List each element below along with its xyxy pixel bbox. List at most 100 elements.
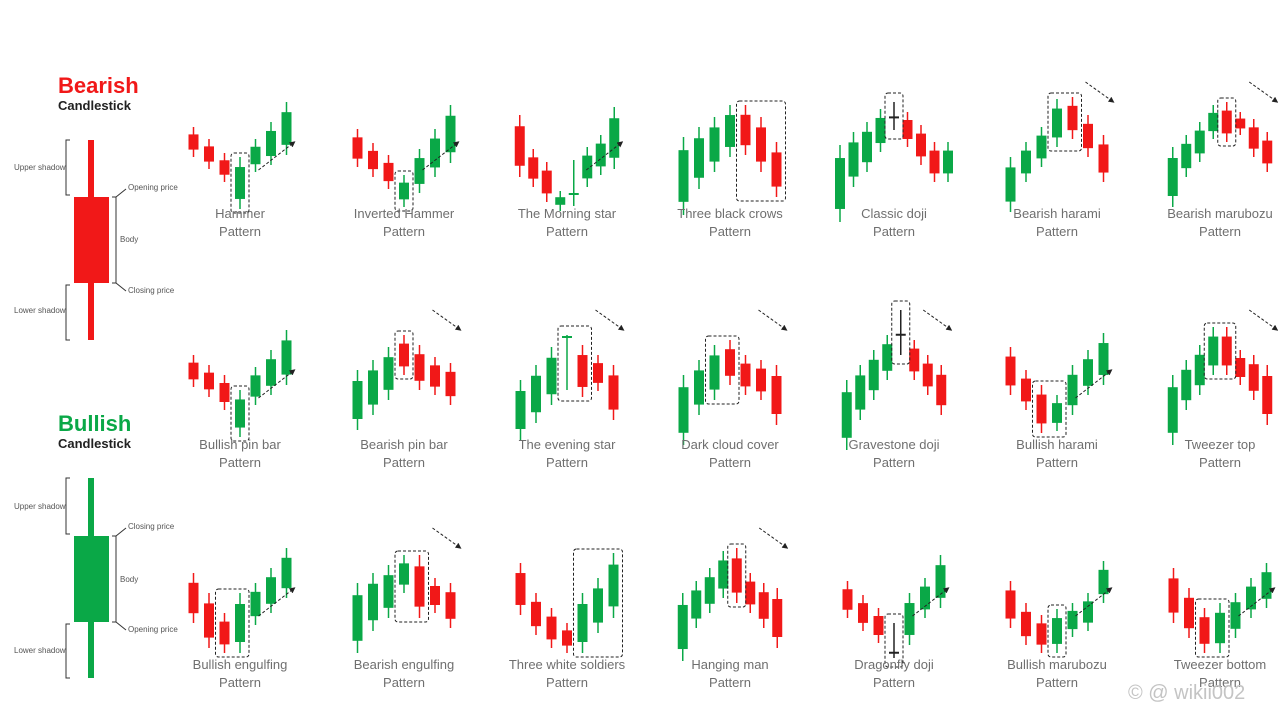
hanging-man-candle-body [718, 560, 729, 589]
pattern-label: Hammer Pattern [160, 205, 320, 241]
bullish-lower-shadow-label: Lower shadow [14, 646, 66, 655]
dark-cloud-cover-candle-body [709, 355, 720, 390]
pattern-name: Tweezer bottom [1173, 657, 1267, 672]
pattern-name: The evening star [518, 437, 616, 452]
pattern-name: Hammer [215, 206, 265, 221]
tweezer-top-candle-body [1221, 336, 1232, 366]
bullish-anatomy-lower-brace [65, 623, 70, 679]
bullish-pin-bar-candle-body [266, 359, 276, 386]
dark-cloud-cover-candle-body [725, 349, 735, 376]
dragonfly-doji-trend-arrow [912, 587, 950, 617]
three-black-crows-candle-body [771, 152, 782, 187]
pattern-label: The evening star Pattern [487, 436, 647, 472]
the-evening-star-candle-body [546, 357, 557, 395]
tweezer-bottom-candle-body [1199, 617, 1210, 644]
bearish-harami-trend-arrow [1085, 81, 1115, 103]
bearish-pin-bar-candle-body [414, 354, 425, 381]
three-black-crows-highlight-box [736, 100, 786, 202]
bearish-lower-shadow-label: Lower shadow [14, 306, 66, 315]
hammer-candle-body [235, 167, 245, 199]
classic-doji-candle-body [929, 150, 940, 174]
the-morning-star-candle-body [514, 126, 525, 166]
pattern-name: Bearish harami [1013, 206, 1101, 221]
pattern-name: Hanging man [691, 657, 769, 672]
hammer-trend-arrow [258, 141, 296, 171]
pattern-subtitle: Pattern [1036, 675, 1078, 690]
bearish-harami-candle-body [1052, 108, 1062, 138]
hanging-man-candle-body [772, 599, 783, 637]
inverted-hammer-candle-body [430, 138, 440, 168]
hanging-man-highlight-box [727, 543, 747, 608]
bullish-pin-bar-candle-body [188, 362, 199, 380]
bearish-harami-highlight-box [1047, 92, 1082, 152]
hanging-man-candle-body [677, 604, 688, 650]
the-evening-star-trend-arrow [595, 309, 625, 331]
bullish-body-label: Body [120, 575, 139, 584]
bullish-title: Bullish [58, 411, 132, 436]
pattern-name: Tweezer top [1184, 437, 1256, 452]
bearish-subtitle: Candlestick [58, 98, 131, 113]
the-evening-star-candle-body [593, 363, 603, 383]
pattern-subtitle: Pattern [1199, 675, 1241, 690]
gravestone-doji-highlight-box [891, 300, 911, 365]
bearish-anatomy-lower-brace [65, 284, 70, 341]
the-morning-star-candle-body [595, 143, 606, 167]
bullish-engulfing-candle-body [219, 621, 230, 645]
bearish-engulfing-candle-body [445, 592, 456, 619]
three-black-crows-candle-body [725, 115, 735, 147]
bearish-marubozu-highlight-box [1217, 97, 1237, 147]
bullish-anatomy-top-leader [115, 527, 127, 537]
bullish-anatomy-body [74, 536, 109, 622]
bearish-anatomy-body-brace [112, 196, 117, 284]
bullish-marubozu-trend-arrow [1075, 587, 1113, 617]
the-evening-star-highlight-box [557, 325, 592, 402]
bearish-marubozu-candle-body [1221, 110, 1232, 134]
hanging-man-candle-body [745, 581, 756, 605]
tweezer-bottom-candle-body [1230, 602, 1241, 629]
inverted-hammer-highlight-box [394, 170, 414, 212]
bearish-pin-bar-highlight-box [394, 330, 414, 380]
bearish-harami-candle-body [1036, 135, 1047, 159]
tweezer-top-candle-body [1248, 364, 1259, 391]
bullish-marubozu-candle-body [1036, 623, 1047, 645]
classic-doji-candle-body [916, 133, 926, 157]
pattern-label: Tweezer top Pattern [1140, 436, 1280, 472]
dark-cloud-cover-highlight-box [705, 335, 740, 405]
pattern-label: Classic doji Pattern [814, 205, 974, 241]
classic-doji-candle-body [848, 142, 859, 177]
pattern-label: Bearish marubozu Pattern [1140, 205, 1280, 241]
inverted-hammer-candle-body [399, 182, 409, 200]
pattern-label: Bullish marubozu Pattern [977, 656, 1137, 692]
bullish-pin-bar-candle-body [219, 383, 230, 402]
bearish-body-label: Body [120, 235, 139, 244]
pattern-label: Bearish pin bar Pattern [324, 436, 484, 472]
pattern-name: Three white soldiers [508, 657, 626, 672]
gravestone-doji-candle-body [922, 363, 933, 387]
tweezer-top-highlight-box [1203, 322, 1237, 380]
bullish-marubozu-candle-body [1005, 590, 1016, 619]
inverted-hammer-candle-body [414, 158, 425, 184]
bullish-closing-price-label: Closing price [128, 522, 175, 531]
tweezer-top-candle-body [1262, 376, 1273, 414]
pattern-name: Bullish harami [1016, 437, 1098, 452]
pattern-label: Bearish engulfing Pattern [324, 656, 484, 692]
the-morning-star-candle-body [528, 157, 539, 179]
bearish-marubozu-candle-body [1248, 127, 1259, 149]
bearish-harami-candle-body [1083, 123, 1093, 149]
bullish-engulfing-candle-body [235, 604, 245, 642]
the-morning-star-candle-body [609, 118, 620, 158]
the-morning-star-candle-body [555, 197, 566, 205]
dragonfly-doji-candle-body [858, 603, 868, 623]
pattern-label: Bearish harami Pattern [977, 205, 1137, 241]
inverted-hammer-trend-arrow [422, 141, 460, 171]
bearish-engulfing-candle-body [383, 575, 394, 608]
bearish-pin-bar-candle-body [430, 365, 440, 387]
the-evening-star-candle-body [577, 355, 588, 387]
bearish-pin-bar-candle-body [445, 371, 456, 397]
bullish-anatomy-bottom-leader [115, 621, 127, 631]
bullish-harami-candle-body [1005, 356, 1016, 386]
bullish-opening-price-label: Opening price [128, 625, 178, 634]
bearish-engulfing-trend-arrow [432, 527, 462, 549]
bearish-title: Bearish [58, 73, 139, 98]
bullish-engulfing-highlight-box [215, 588, 250, 658]
